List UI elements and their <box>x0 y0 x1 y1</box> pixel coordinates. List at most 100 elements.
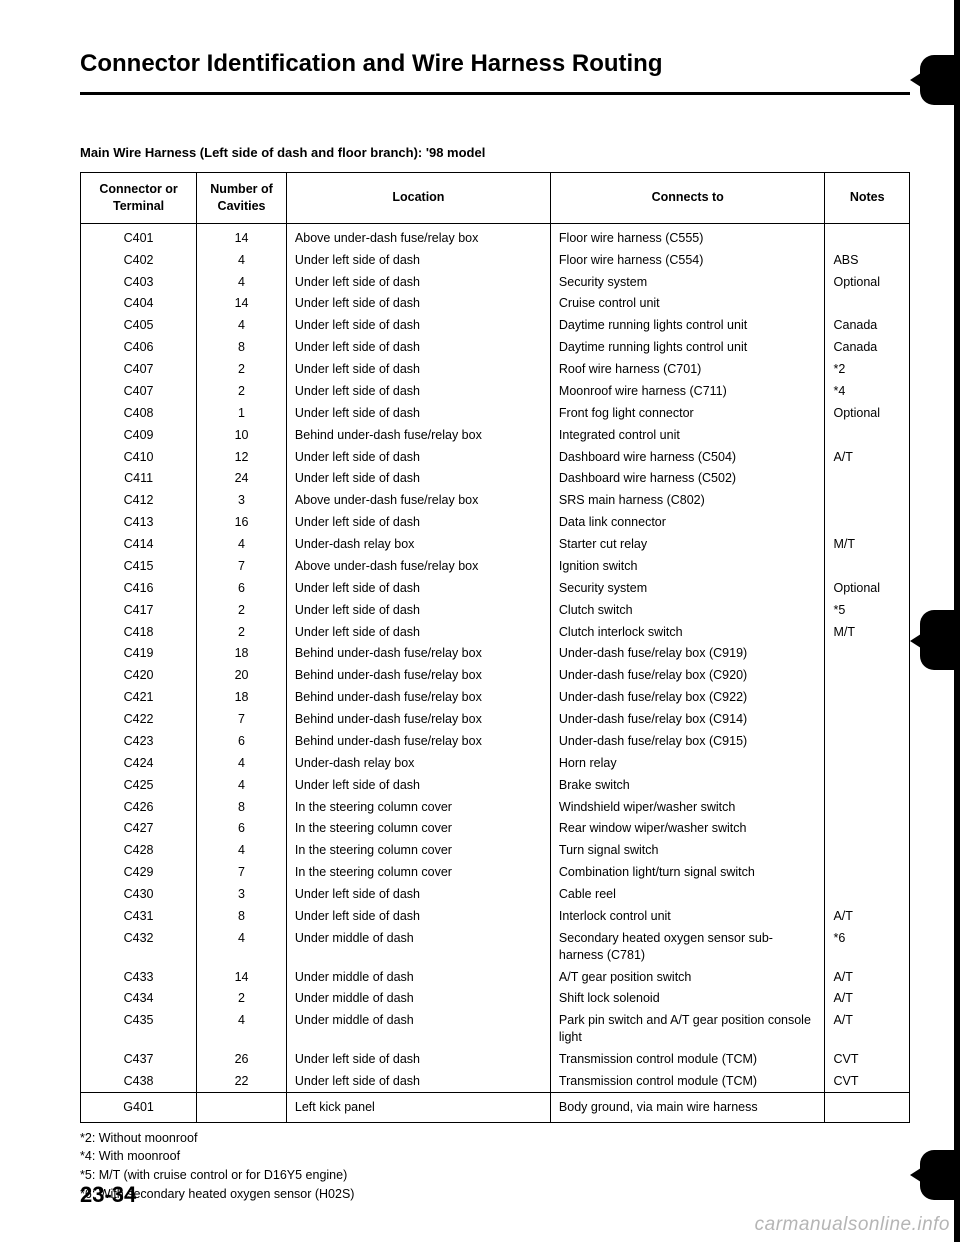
table-cell: A/T <box>825 966 910 988</box>
table-cell: Under left side of dash <box>286 358 550 380</box>
table-cell: 4 <box>197 271 287 293</box>
table-cell: 14 <box>197 292 287 314</box>
table-cell <box>825 489 910 511</box>
table-cell: Windshield wiper/washer switch <box>550 796 825 818</box>
table-cell: Data link connector <box>550 511 825 533</box>
table-cell: C427 <box>81 817 197 839</box>
table-cell: C421 <box>81 686 197 708</box>
table-row: C41124Under left side of dashDashboard w… <box>81 467 910 489</box>
table-cell: C432 <box>81 927 197 966</box>
table-cell <box>825 642 910 664</box>
table-cell: A/T <box>825 446 910 468</box>
table-cell: C408 <box>81 402 197 424</box>
table-cell: C424 <box>81 752 197 774</box>
table-cell: C411 <box>81 467 197 489</box>
table-cell: Behind under-dash fuse/relay box <box>286 686 550 708</box>
table-cell: Body ground, via main wire harness <box>550 1092 825 1122</box>
table-cell: *2 <box>825 358 910 380</box>
table-cell <box>825 796 910 818</box>
table-cell: 4 <box>197 533 287 555</box>
table-row: C4324Under middle of dashSecondary heate… <box>81 927 910 966</box>
page-number: 23-34 <box>80 1182 136 1208</box>
page-title: Connector Identification and Wire Harnes… <box>80 50 910 78</box>
table-cell: Clutch interlock switch <box>550 621 825 643</box>
table-cell: 10 <box>197 424 287 446</box>
table-row: C4081Under left side of dashFront fog li… <box>81 402 910 424</box>
table-cell: 2 <box>197 621 287 643</box>
table-cell <box>825 511 910 533</box>
table-cell: Under-dash relay box <box>286 752 550 774</box>
table-row: C4157Above under-dash fuse/relay boxIgni… <box>81 555 910 577</box>
table-cell: Combination light/turn signal switch <box>550 861 825 883</box>
table-cell: 4 <box>197 1009 287 1048</box>
table-cell: A/T <box>825 987 910 1009</box>
table-cell: C403 <box>81 271 197 293</box>
table-cell: Security system <box>550 577 825 599</box>
table-row: C4172Under left side of dashClutch switc… <box>81 599 910 621</box>
table-cell: C407 <box>81 380 197 402</box>
table-row: C4068Under left side of dashDaytime runn… <box>81 336 910 358</box>
table-cell: Optional <box>825 577 910 599</box>
table-cell: Under left side of dash <box>286 380 550 402</box>
table-cell <box>825 664 910 686</box>
table-cell: 24 <box>197 467 287 489</box>
table-row: C4236Behind under-dash fuse/relay boxUnd… <box>81 730 910 752</box>
table-cell: Behind under-dash fuse/relay box <box>286 642 550 664</box>
table-row: C4303Under left side of dashCable reel <box>81 883 910 905</box>
table-cell: Roof wire harness (C701) <box>550 358 825 380</box>
table-cell: Above under-dash fuse/relay box <box>286 555 550 577</box>
table-cell: C435 <box>81 1009 197 1048</box>
table-cell: *5 <box>825 599 910 621</box>
table-cell: 4 <box>197 752 287 774</box>
table-cell: Under left side of dash <box>286 1048 550 1070</box>
table-cell: 16 <box>197 511 287 533</box>
table-cell: 8 <box>197 796 287 818</box>
table-cell: M/T <box>825 621 910 643</box>
table-row: C42020Behind under-dash fuse/relay boxUn… <box>81 664 910 686</box>
table-cell: 4 <box>197 839 287 861</box>
table-cell: Behind under-dash fuse/relay box <box>286 664 550 686</box>
footnotes: *2: Without moonroof*4: With moonroof*5:… <box>80 1129 910 1204</box>
table-cell: Cruise control unit <box>550 292 825 314</box>
table-cell: CVT <box>825 1048 910 1070</box>
binder-clip-icon <box>920 55 960 105</box>
table-row: C43822Under left side of dashTransmissio… <box>81 1070 910 1092</box>
table-cell: Behind under-dash fuse/relay box <box>286 708 550 730</box>
table-cell: Under left side of dash <box>286 577 550 599</box>
table-cell: Under left side of dash <box>286 774 550 796</box>
table-cell: Shift lock solenoid <box>550 987 825 1009</box>
table-cell: 6 <box>197 817 287 839</box>
col-header-connects: Connects to <box>550 173 825 224</box>
section-subtitle: Main Wire Harness (Left side of dash and… <box>80 145 910 160</box>
table-cell: 4 <box>197 927 287 966</box>
table-cell <box>825 752 910 774</box>
table-cell: C431 <box>81 905 197 927</box>
table-cell: Under-dash fuse/relay box (C919) <box>550 642 825 664</box>
table-cell: ABS <box>825 249 910 271</box>
table-cell: C415 <box>81 555 197 577</box>
table-cell: Under left side of dash <box>286 314 550 336</box>
table-cell: 7 <box>197 861 287 883</box>
table-cell: Under left side of dash <box>286 446 550 468</box>
table-cell: 6 <box>197 577 287 599</box>
table-cell <box>825 467 910 489</box>
table-row: C4144Under-dash relay boxStarter cut rel… <box>81 533 910 555</box>
table-row: C4227Behind under-dash fuse/relay boxUnd… <box>81 708 910 730</box>
table-cell: Daytime running lights control unit <box>550 314 825 336</box>
table-cell: C423 <box>81 730 197 752</box>
table-cell: 26 <box>197 1048 287 1070</box>
table-cell: C416 <box>81 577 197 599</box>
table-cell: C422 <box>81 708 197 730</box>
table-cell: C404 <box>81 292 197 314</box>
table-cell: Dashboard wire harness (C502) <box>550 467 825 489</box>
table-cell <box>825 686 910 708</box>
table-cell: C426 <box>81 796 197 818</box>
table-cell: In the steering column cover <box>286 796 550 818</box>
table-row: C4072Under left side of dashRoof wire ha… <box>81 358 910 380</box>
table-cell: 2 <box>197 358 287 380</box>
table-cell: C434 <box>81 987 197 1009</box>
table-cell: 2 <box>197 380 287 402</box>
table-cell: C433 <box>81 966 197 988</box>
table-cell: 4 <box>197 774 287 796</box>
table-row: C4297In the steering column coverCombina… <box>81 861 910 883</box>
